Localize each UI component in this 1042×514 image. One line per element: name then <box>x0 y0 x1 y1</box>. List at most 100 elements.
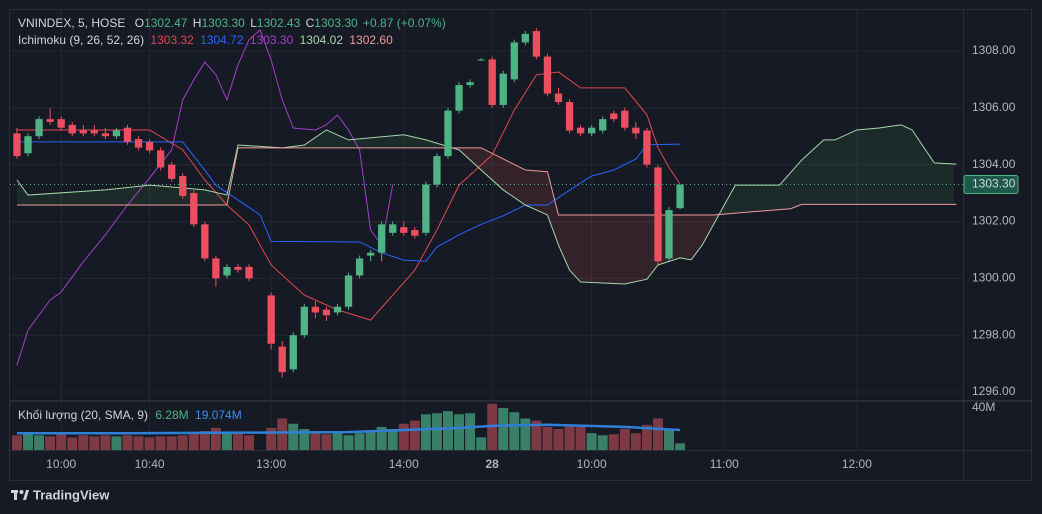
volume-bar <box>675 443 686 450</box>
candle-body <box>57 119 65 128</box>
candle-body <box>168 164 176 179</box>
change: +0.87 (+0.07%) <box>363 16 446 30</box>
indicator-line <box>16 141 681 262</box>
logo-slash <box>23 490 29 500</box>
candle-body <box>79 130 87 134</box>
x-tick-label: 28 <box>486 457 500 471</box>
cloud <box>454 147 720 285</box>
indicator-value: 1302.60 <box>349 33 393 47</box>
x-tick-label: 11:00 <box>710 457 739 471</box>
volume-bar <box>354 433 365 450</box>
indicator-line <box>16 147 957 216</box>
cloud <box>16 129 455 205</box>
candle-body <box>444 110 452 157</box>
ohlc-key: L <box>250 16 257 30</box>
candle-body <box>466 82 474 86</box>
volume-legend: Khối lượng (20, SMA, 9) 6.28M 19.074M <box>18 408 242 422</box>
x-tick-label: 10:00 <box>577 457 607 471</box>
volume-bar <box>531 420 542 450</box>
frame <box>9 9 1032 481</box>
volume-bar <box>56 434 67 450</box>
candle-body <box>278 346 286 373</box>
candle-layer <box>13 28 684 378</box>
candle-body <box>654 167 662 262</box>
volume-bar <box>122 435 133 450</box>
volume-bar <box>100 435 111 450</box>
volume-bar <box>409 420 420 450</box>
volume-bar <box>465 413 476 450</box>
volume-bar <box>476 437 487 450</box>
ohlc-key: H <box>193 16 202 30</box>
candle-body <box>311 306 320 313</box>
candle-body <box>68 124 76 134</box>
candle-body <box>46 119 54 122</box>
candle-body <box>543 56 552 94</box>
candle-body <box>101 133 110 137</box>
volume-bar <box>188 433 199 450</box>
volume-bar <box>387 428 398 450</box>
volume-bar <box>310 432 321 450</box>
last-price-box <box>963 175 1019 195</box>
volume-bar <box>210 427 221 450</box>
y-tick-label: 1302.00 <box>972 214 1016 228</box>
x-tick-label: 10:40 <box>135 457 165 471</box>
volume-bar <box>199 431 210 450</box>
indicator-value: 1304.72 <box>200 33 244 47</box>
indicator-line <box>16 124 957 285</box>
candle-body <box>333 306 342 313</box>
volume-bar <box>365 431 376 450</box>
logo-stem <box>14 490 17 500</box>
ohlc-value: 1303.30 <box>314 16 358 30</box>
x-tick-label: 13:00 <box>256 457 286 471</box>
volume-bar <box>586 433 597 450</box>
y-tick-label: 1296.00 <box>972 384 1016 398</box>
logo-text: TradingView <box>33 487 110 502</box>
indicator-value: 1303.32 <box>150 33 194 47</box>
volume-bar <box>277 418 288 450</box>
y-tick-label: 1300.00 <box>972 271 1016 285</box>
candle-body <box>643 130 651 165</box>
candle-body <box>13 133 21 157</box>
y-tick-label: 40M <box>972 400 995 414</box>
candle-body <box>212 258 220 279</box>
candle-body <box>355 258 364 276</box>
volume-bar <box>343 435 354 450</box>
volume-bar <box>144 437 155 450</box>
candle-body <box>267 295 275 344</box>
candle-body <box>665 210 673 259</box>
candle-body <box>322 309 331 316</box>
candle-body <box>344 275 353 307</box>
volume-bar <box>78 435 89 450</box>
logo-dot <box>19 490 24 494</box>
ohlc-value: 1303.30 <box>201 16 245 30</box>
volume-bar <box>641 424 652 450</box>
indicator-line <box>16 71 681 321</box>
volume-bar <box>67 437 78 450</box>
volume-bar <box>166 436 177 450</box>
candle-body <box>289 335 297 370</box>
volume-bar <box>266 427 277 450</box>
sma-value: 19.074M <box>195 408 242 422</box>
volume-bar <box>608 434 619 450</box>
volume-bar <box>11 435 22 450</box>
volume-bar <box>233 433 243 450</box>
volume-bar <box>244 435 255 450</box>
candle-body <box>588 127 596 134</box>
x-tick-label: 10:00 <box>46 457 76 471</box>
volume-bar <box>321 434 332 450</box>
candle-body <box>488 59 496 105</box>
candle-body <box>179 176 187 196</box>
candle-body <box>90 130 98 134</box>
volume-bar <box>288 423 299 450</box>
candle-body <box>223 266 231 276</box>
x-tick-label: 14:00 <box>389 457 419 471</box>
volume-bar <box>23 434 33 450</box>
volume-bar <box>498 407 509 450</box>
candle-body <box>565 102 574 131</box>
volume-bar <box>619 428 630 450</box>
ohlc-key: O <box>135 16 144 30</box>
volume-title: Khối lượng (20, SMA, 9) <box>18 408 148 422</box>
volume-bar <box>454 414 465 450</box>
candle-body <box>389 224 397 233</box>
